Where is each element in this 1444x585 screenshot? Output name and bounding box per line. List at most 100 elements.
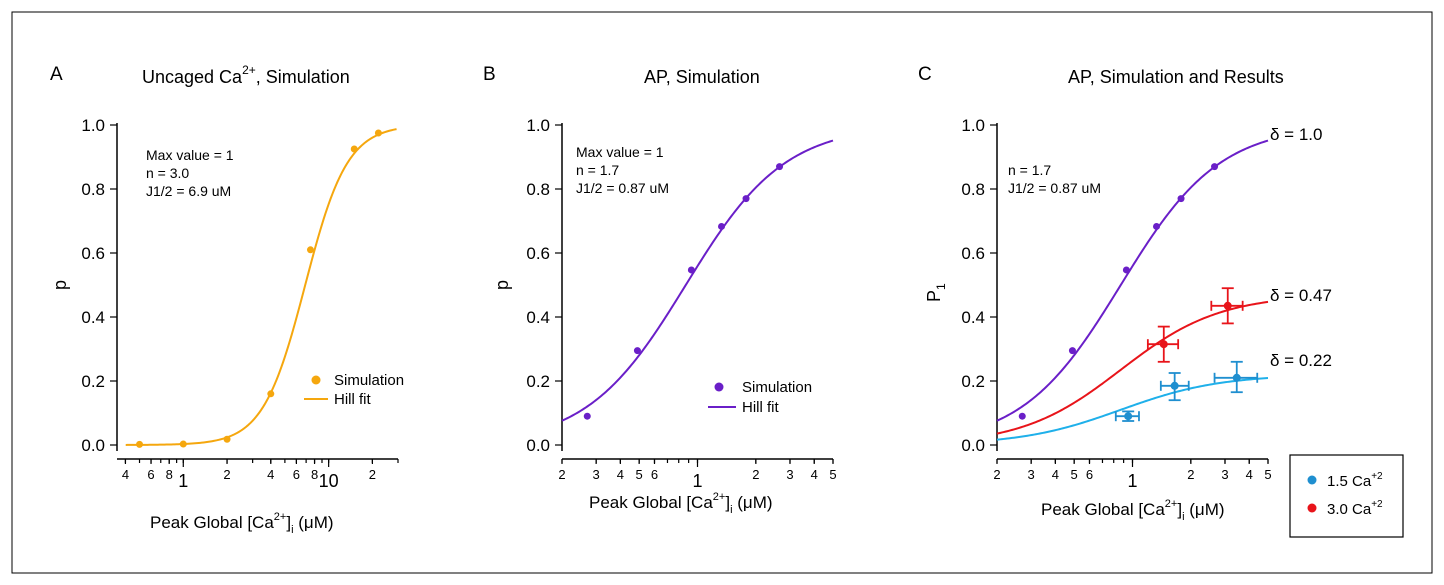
panel-b-simulation-point (633, 347, 641, 355)
panel-b-legend-points: Simulation (742, 379, 812, 396)
panel-c-x-minor-label: 6 (1086, 467, 1093, 482)
panel-c-y-tick-label: 0.6 (961, 244, 985, 263)
panel-c-experimental-point (1159, 340, 1168, 349)
panel-a-y-tick-label: 0.0 (81, 436, 105, 455)
panel-c-simulation-point (1211, 163, 1219, 171)
panel-c-title: AP, Simulation and Results (1068, 67, 1284, 87)
panel-a-x-minor-label: 4 (267, 467, 274, 482)
panel-a-y-tick-label: 0.8 (81, 180, 105, 199)
panel-c-x-minor-label: 2 (993, 467, 1000, 482)
panel-b-legend-fit: Hill fit (742, 399, 779, 416)
panel-c-x-minor-label: 3 (1221, 467, 1228, 482)
panel-b-x-minor-label: 4 (617, 467, 624, 482)
panel-b-annotation-1: Max value = 1 (576, 144, 664, 160)
panel-c-x-minor-label: 3 (1028, 467, 1035, 482)
panel-b-x-major-label: 1 (692, 471, 702, 491)
panel-c-y-tick-label: 0.2 (961, 372, 985, 391)
panel-b-simulation-point (583, 412, 591, 420)
panel-c-y-tick-label: 1.0 (961, 116, 985, 135)
panel-b-x-minor-label: 2 (752, 467, 759, 482)
panel-a-x-minor-label: 4 (122, 467, 129, 482)
panel-a-y-tick-label: 1.0 (81, 116, 105, 135)
panel-a-x-major-label: 1 (178, 471, 188, 491)
panel-c-legend-marker-1 (1307, 475, 1317, 485)
panel-a-x-minor-label: 6 (293, 467, 300, 482)
panel-a-x-minor-label: 8 (311, 467, 318, 482)
panel-c-y-tick-label: 0.4 (961, 308, 985, 327)
panel-a-legend-points: Simulation (334, 372, 404, 389)
panel-c-x-minor-label: 2 (1187, 467, 1194, 482)
panel-c-curve-label-3: δ = 0.22 (1270, 351, 1332, 370)
panel-b-letter: B (483, 64, 496, 85)
panel-b-simulation-point (718, 222, 726, 230)
panel-c-x-minor-label: 4 (1246, 467, 1253, 482)
panel-b-x-minor-label: 5 (636, 467, 643, 482)
panel-c-x-minor-label: 5 (1071, 467, 1078, 482)
figure-border (11, 11, 1433, 574)
panel-c-curve-label-1: δ = 1.0 (1270, 125, 1322, 144)
panel-c-annotation-2: J1/2 = 0.87 uM (1008, 180, 1101, 196)
panel-a-x-minor-label: 2 (369, 467, 376, 482)
panel-c-legend-box (1289, 454, 1404, 538)
panel-b-annotation-3: J1/2 = 0.87 uM (576, 180, 669, 196)
panel-c-x-minor-label: 4 (1052, 467, 1059, 482)
panel-c-fit-line (996, 377, 1269, 441)
panel-b-ylabel: p (492, 280, 512, 290)
panel-a-legend-fit: Hill fit (334, 391, 371, 408)
panel-a-x-major-label: 10 (319, 471, 339, 491)
panel-b-title: AP, Simulation (644, 67, 760, 87)
panel-a-x-minor-label: 2 (223, 467, 230, 482)
panel-c-curve-label-2: δ = 0.47 (1270, 286, 1332, 305)
panel-c-experimental-point (1223, 301, 1232, 310)
panel-c-annotation-1: n = 1.7 (1008, 162, 1051, 178)
panel-c-letter: C (918, 64, 932, 85)
panel-b-y-tick-label: 0.0 (526, 436, 550, 455)
panel-b-y-tick-label: 0.8 (526, 180, 550, 199)
panel-b-y-tick-label: 0.6 (526, 244, 550, 263)
panel-b: B AP, Simulation p Peak Global [Ca2+]i (… (483, 64, 837, 516)
panel-c-legend-label-1: 1.5 Ca+2 (1327, 471, 1383, 490)
panel-c-experimental-point (1170, 381, 1179, 390)
panel-a-annotation-2: n = 3.0 (146, 165, 189, 181)
panel-a-annotation-1: Max value = 1 (146, 147, 234, 163)
panel-b-x-minor-label: 3 (593, 467, 600, 482)
panel-b-x-minor-label: 5 (829, 467, 836, 482)
panel-c-simulation-point (1122, 266, 1130, 274)
panel-a-letter: A (50, 64, 63, 85)
panel-c-ylabel: P1 (924, 283, 948, 302)
panel-c-legend-label-2: 3.0 Ca+2 (1327, 499, 1383, 518)
panel-b-simulation-point (742, 195, 750, 203)
panel-b-legend-marker (714, 382, 724, 392)
panel-a-y-tick-label: 0.6 (81, 244, 105, 263)
panel-c: C AP, Simulation and Results P1 Peak Glo… (918, 64, 1404, 538)
panel-a-y-tick-label: 0.4 (81, 308, 105, 327)
panel-a-simulation-point (350, 145, 358, 153)
panel-c-y-tick-label: 0.0 (961, 436, 985, 455)
panel-a-simulation-point (179, 440, 187, 448)
panel-c-experimental-point (1124, 412, 1133, 421)
panel-c-simulation-point (1018, 412, 1026, 420)
panel-b-simulation-point (776, 163, 784, 171)
panel-b-y-tick-label: 0.2 (526, 372, 550, 391)
panel-b-annotation-2: n = 1.7 (576, 162, 619, 178)
panel-b-y-tick-label: 1.0 (526, 116, 550, 135)
panel-a-x-minor-label: 8 (166, 467, 173, 482)
panel-a-title: Uncaged Ca2+, Simulation (142, 63, 350, 87)
panel-b-x-minor-label: 2 (558, 467, 565, 482)
panel-a: A Uncaged Ca2+, Simulation p Peak Global… (50, 63, 404, 536)
panel-a-annotation-3: J1/2 = 6.9 uM (146, 183, 231, 199)
panel-c-x-major-label: 1 (1127, 471, 1137, 491)
panel-b-y-tick-label: 0.4 (526, 308, 550, 327)
panel-c-x-minor-label: 5 (1264, 467, 1271, 482)
panel-b-hill-fit-line (561, 139, 834, 422)
panel-c-experimental-point (1232, 373, 1241, 382)
panel-c-fit-line (996, 300, 1269, 435)
panel-a-simulation-point (136, 440, 144, 448)
panel-a-y-tick-label: 0.2 (81, 372, 105, 391)
panel-c-fit-line (996, 139, 1269, 422)
panel-b-x-minor-label: 6 (651, 467, 658, 482)
panel-c-xlabel: Peak Global [Ca2+]i (μM) (1041, 498, 1225, 523)
panel-b-x-minor-label: 3 (786, 467, 793, 482)
panel-a-simulation-point (223, 435, 231, 443)
